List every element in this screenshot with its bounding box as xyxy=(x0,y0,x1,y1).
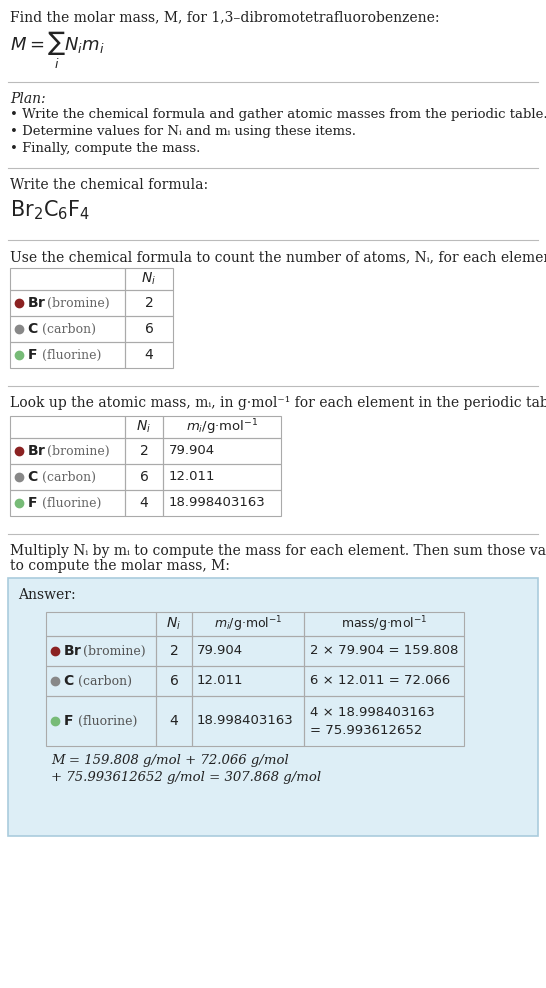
Bar xyxy=(10,290,125,316)
Text: 4: 4 xyxy=(140,496,149,510)
Text: $M = \sum_i N_i m_i$: $M = \sum_i N_i m_i$ xyxy=(10,30,104,71)
Bar xyxy=(10,490,125,516)
Bar xyxy=(10,316,125,342)
Text: 6: 6 xyxy=(170,674,179,688)
Bar xyxy=(156,666,192,696)
Text: (bromine): (bromine) xyxy=(79,644,146,657)
Bar xyxy=(163,464,281,490)
Text: Multiply Nᵢ by mᵢ to compute the mass for each element. Then sum those values: Multiply Nᵢ by mᵢ to compute the mass fo… xyxy=(10,544,546,558)
Text: 6: 6 xyxy=(145,322,153,336)
Text: 12.011: 12.011 xyxy=(169,470,216,483)
Bar xyxy=(192,612,304,636)
Bar xyxy=(125,416,163,438)
Text: (fluorine): (fluorine) xyxy=(38,497,102,510)
Text: 2: 2 xyxy=(145,296,153,310)
Bar xyxy=(192,666,304,696)
Bar xyxy=(163,438,281,464)
Text: $\bf{Br}$: $\bf{Br}$ xyxy=(27,444,46,458)
Bar xyxy=(125,490,163,516)
Text: 6 × 12.011 = 72.066: 6 × 12.011 = 72.066 xyxy=(310,675,450,688)
Text: $\bf{F}$: $\bf{F}$ xyxy=(27,496,37,510)
Bar xyxy=(10,268,125,290)
Text: + 75.993612652 g/mol = 307.868 g/mol: + 75.993612652 g/mol = 307.868 g/mol xyxy=(51,771,321,784)
Bar xyxy=(156,696,192,746)
Text: 6: 6 xyxy=(140,470,149,484)
Bar xyxy=(8,578,538,836)
Bar xyxy=(304,612,464,636)
Bar xyxy=(10,464,125,490)
Text: Write the chemical formula:: Write the chemical formula: xyxy=(10,178,208,192)
Text: $\bf{F}$: $\bf{F}$ xyxy=(63,714,73,728)
Text: $\bf{C}$: $\bf{C}$ xyxy=(27,322,38,336)
Bar xyxy=(125,438,163,464)
Text: 2 × 79.904 = 159.808: 2 × 79.904 = 159.808 xyxy=(310,644,459,657)
Text: $m_i$/g·mol$^{-1}$: $m_i$/g·mol$^{-1}$ xyxy=(186,417,258,437)
Text: (fluorine): (fluorine) xyxy=(74,714,138,727)
Text: 79.904: 79.904 xyxy=(169,445,215,457)
Text: (carbon): (carbon) xyxy=(74,675,132,688)
Text: $N_i$: $N_i$ xyxy=(141,271,157,288)
Bar xyxy=(10,416,125,438)
Bar xyxy=(10,342,125,368)
Text: 4 × 18.998403163: 4 × 18.998403163 xyxy=(310,706,435,719)
Bar xyxy=(192,696,304,746)
Text: 18.998403163: 18.998403163 xyxy=(197,714,294,727)
Text: $\bf{F}$: $\bf{F}$ xyxy=(27,348,37,362)
Text: to compute the molar mass, M:: to compute the molar mass, M: xyxy=(10,559,230,573)
Text: 2: 2 xyxy=(140,444,149,458)
Text: $N_i$: $N_i$ xyxy=(136,419,152,435)
Text: (fluorine): (fluorine) xyxy=(38,349,102,362)
Bar xyxy=(163,490,281,516)
Text: 12.011: 12.011 xyxy=(197,675,244,688)
Text: $\mathregular{Br_2C_6F_4}$: $\mathregular{Br_2C_6F_4}$ xyxy=(10,198,90,221)
Text: = 75.993612652: = 75.993612652 xyxy=(310,723,423,736)
Text: mass/g·mol$^{-1}$: mass/g·mol$^{-1}$ xyxy=(341,615,427,633)
Text: (carbon): (carbon) xyxy=(38,470,96,483)
Text: $N_i$: $N_i$ xyxy=(167,616,181,632)
Bar xyxy=(304,666,464,696)
Bar xyxy=(156,612,192,636)
Text: (bromine): (bromine) xyxy=(43,296,110,309)
Text: $\bf{C}$: $\bf{C}$ xyxy=(63,674,74,688)
Bar xyxy=(156,636,192,666)
Text: (bromine): (bromine) xyxy=(43,445,110,457)
Text: 79.904: 79.904 xyxy=(197,644,243,657)
Bar xyxy=(46,636,156,666)
Text: 4: 4 xyxy=(145,348,153,362)
Bar xyxy=(304,696,464,746)
Bar xyxy=(125,464,163,490)
Text: • Finally, compute the mass.: • Finally, compute the mass. xyxy=(10,142,200,155)
Bar xyxy=(125,290,173,316)
Text: • Write the chemical formula and gather atomic masses from the periodic table.: • Write the chemical formula and gather … xyxy=(10,108,546,121)
Bar xyxy=(125,342,173,368)
Text: $\bf{Br}$: $\bf{Br}$ xyxy=(27,296,46,310)
Text: 18.998403163: 18.998403163 xyxy=(169,497,266,510)
Bar xyxy=(46,612,156,636)
Text: 2: 2 xyxy=(170,644,179,658)
Text: Use the chemical formula to count the number of atoms, Nᵢ, for each element:: Use the chemical formula to count the nu… xyxy=(10,250,546,264)
Bar xyxy=(304,636,464,666)
Text: • Determine values for Nᵢ and mᵢ using these items.: • Determine values for Nᵢ and mᵢ using t… xyxy=(10,125,356,138)
Text: $\bf{C}$: $\bf{C}$ xyxy=(27,470,38,484)
Text: Answer:: Answer: xyxy=(18,588,76,602)
Text: Find the molar mass, M, for 1,3–dibromotetrafluorobenzene:: Find the molar mass, M, for 1,3–dibromot… xyxy=(10,10,440,24)
Bar xyxy=(46,696,156,746)
Bar xyxy=(46,666,156,696)
Bar xyxy=(10,438,125,464)
Bar xyxy=(125,268,173,290)
Text: $\bf{Br}$: $\bf{Br}$ xyxy=(63,644,82,658)
Bar xyxy=(125,316,173,342)
Bar xyxy=(163,416,281,438)
Text: Plan:: Plan: xyxy=(10,92,46,106)
Text: Look up the atomic mass, mᵢ, in g·mol⁻¹ for each element in the periodic table:: Look up the atomic mass, mᵢ, in g·mol⁻¹ … xyxy=(10,396,546,410)
Text: M = 159.808 g/mol + 72.066 g/mol: M = 159.808 g/mol + 72.066 g/mol xyxy=(51,754,289,767)
Bar xyxy=(192,636,304,666)
Text: 4: 4 xyxy=(170,714,179,728)
Text: $m_i$/g·mol$^{-1}$: $m_i$/g·mol$^{-1}$ xyxy=(213,615,282,633)
Text: (carbon): (carbon) xyxy=(38,322,96,336)
